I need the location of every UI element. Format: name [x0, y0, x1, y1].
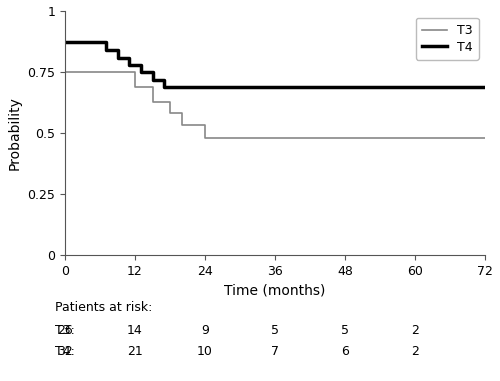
Line: T4: T4	[65, 42, 485, 87]
T4	[103, 48, 109, 53]
T4	[150, 77, 156, 82]
T4	[161, 85, 167, 89]
Line: T3: T3	[65, 72, 485, 138]
T3	[202, 136, 208, 141]
T4	[482, 85, 488, 89]
Text: 14: 14	[127, 324, 143, 337]
Legend: T3, T4: T3, T4	[416, 18, 479, 60]
Text: 32: 32	[57, 345, 73, 358]
T4	[114, 56, 120, 60]
T3	[132, 85, 138, 89]
Text: 5: 5	[271, 324, 279, 337]
T3	[167, 110, 173, 115]
Y-axis label: Probability: Probability	[8, 96, 22, 170]
T4	[86, 40, 91, 44]
Text: 2: 2	[411, 324, 419, 337]
Text: 10: 10	[197, 345, 213, 358]
Text: 5: 5	[341, 324, 349, 337]
T3	[62, 70, 68, 75]
Text: 26: 26	[57, 324, 73, 337]
T3	[97, 70, 103, 75]
Text: 6: 6	[341, 345, 349, 358]
Text: 21: 21	[127, 345, 143, 358]
T3	[178, 123, 184, 127]
T4	[62, 40, 68, 44]
Text: Patients at risk:: Patients at risk:	[55, 301, 152, 314]
Text: 9: 9	[201, 324, 209, 337]
Text: 7: 7	[271, 345, 279, 358]
T3	[190, 123, 196, 127]
T4	[138, 70, 144, 75]
X-axis label: Time (months): Time (months)	[224, 283, 326, 298]
T4	[126, 63, 132, 67]
T3	[150, 99, 156, 104]
Text: T3:: T3:	[55, 324, 75, 337]
Text: T4:: T4:	[55, 345, 75, 358]
Text: 2: 2	[411, 345, 419, 358]
T3	[482, 136, 488, 141]
